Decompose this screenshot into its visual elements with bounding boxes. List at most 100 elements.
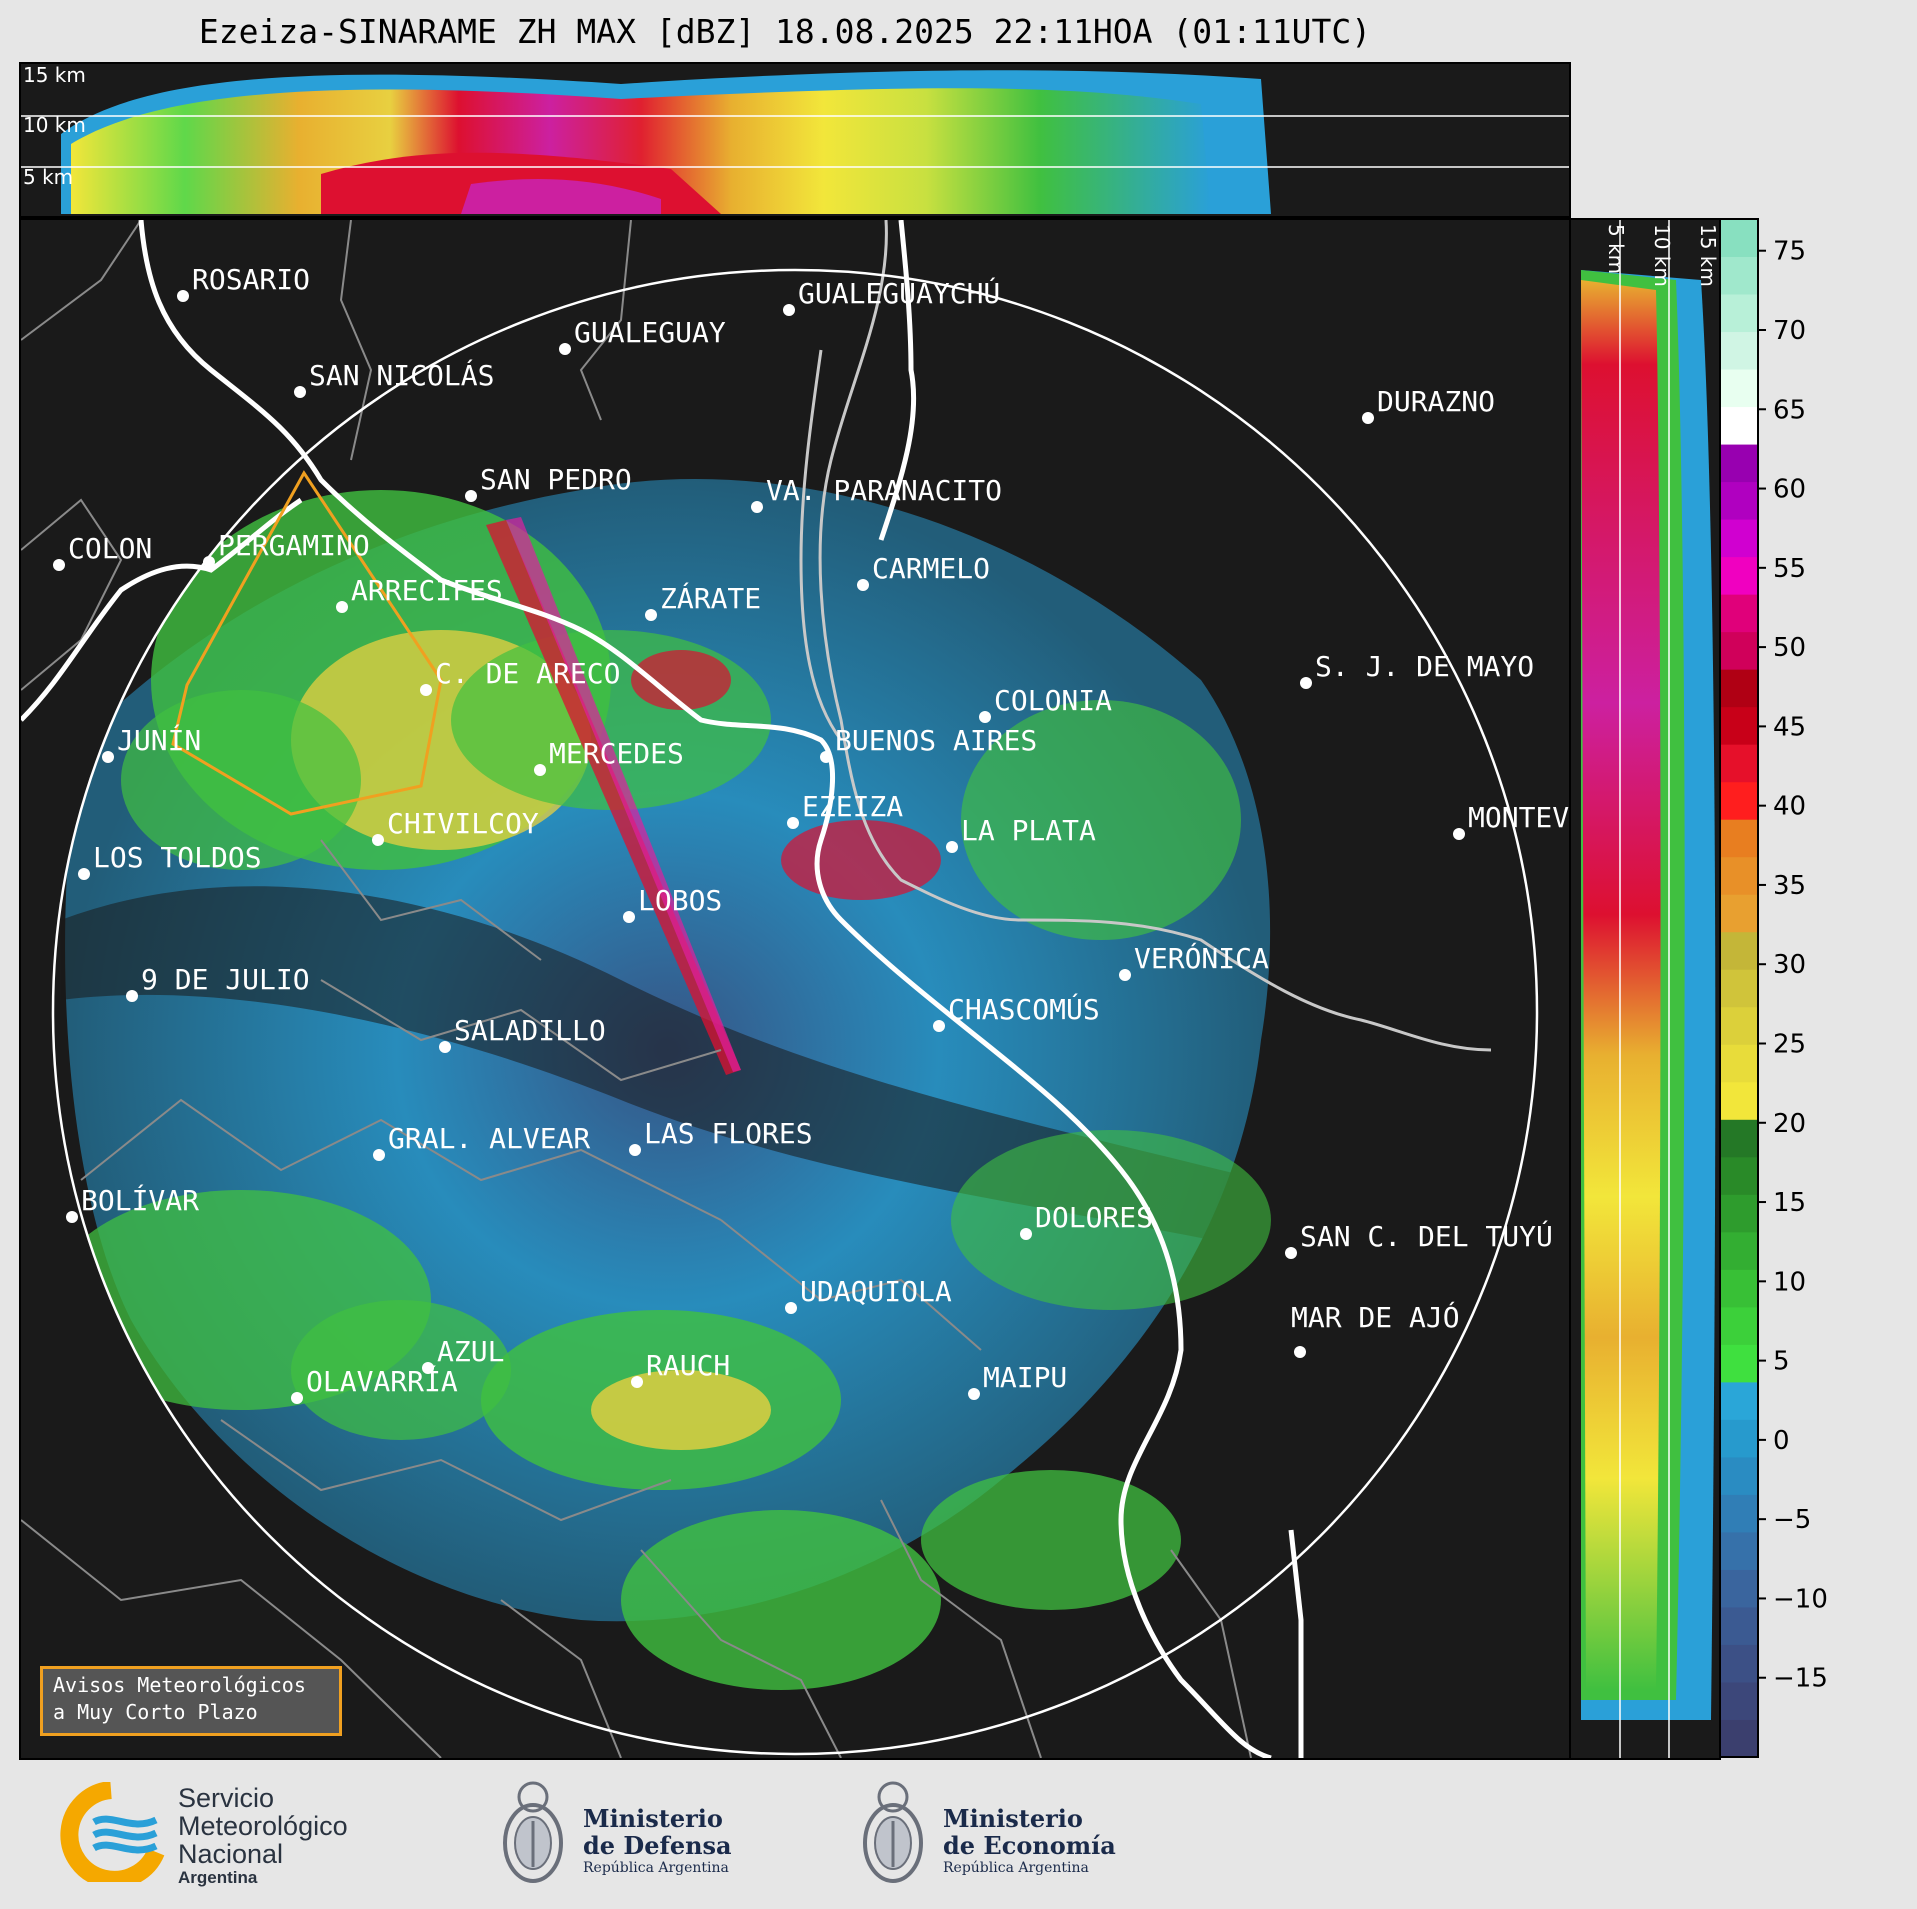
city-markers: ROSARIO GUALEGUAYCHÚ GUALEGUAY SAN NICOLÁS D…	[53, 263, 1569, 1404]
city-label: S. J. DE MAYO	[1315, 650, 1534, 683]
city-marker	[420, 684, 432, 696]
colorbar-tick-label: 0	[1773, 1426, 1790, 1456]
city-marker	[422, 1362, 434, 1374]
colorbar-segment	[1720, 294, 1758, 333]
city-jun-n[interactable]: JUNÍN	[102, 723, 201, 763]
city-va-paranacito[interactable]: VA. PARANACITO	[751, 474, 1002, 513]
city-marker	[629, 1144, 641, 1156]
city-label: CHIVILCOY	[387, 807, 539, 840]
defensa-line2: de Defensa	[583, 1831, 732, 1860]
economia-logo[interactable]: Ministerio de Economía República Argenti…	[855, 1775, 1135, 1895]
city-label: MONTEVIDEO	[1468, 801, 1569, 834]
city-marker	[968, 1388, 980, 1400]
city-marker	[372, 834, 384, 846]
city-olavarr-a[interactable]: OLAVARRÍA	[291, 1364, 458, 1404]
city-marker	[373, 1149, 385, 1161]
city-label: SAN C. DEL TUYÚ	[1300, 1219, 1553, 1253]
city-carmelo[interactable]: CARMELO	[857, 552, 990, 591]
height-label-15km: 15 km	[1696, 224, 1719, 287]
smn-logo-icon	[60, 1782, 165, 1882]
city-marker	[126, 990, 138, 1002]
city-san-nicol-s[interactable]: SAN NICOLÁS	[294, 358, 494, 398]
city-colon[interactable]: COLON	[53, 532, 152, 571]
city-bol-var[interactable]: BOLÍVAR	[66, 1183, 199, 1223]
colorbar-tick-label: 5	[1773, 1347, 1790, 1377]
city-s-j-de-mayo[interactable]: S. J. DE MAYO	[1300, 650, 1534, 689]
city-gualeguaych-[interactable]: GUALEGUAYCHÚ	[783, 276, 1000, 316]
smn-logo[interactable]: Servicio Meteorológico Nacional Argentin…	[56, 1782, 396, 1887]
radar-map[interactable]: ROSARIO GUALEGUAYCHÚ GUALEGUAY SAN NICOLÁS D…	[19, 218, 1571, 1760]
height-label-5km: 5 km	[1604, 224, 1628, 274]
city-pergamino[interactable]: PERGAMINO	[203, 529, 370, 568]
colorbar-segment	[1720, 1044, 1758, 1083]
city-marker	[53, 559, 65, 571]
city-los-toldos[interactable]: LOS TOLDOS	[78, 841, 262, 880]
city-lobos[interactable]: LOBOS	[623, 884, 722, 923]
city-mar-de-aj-[interactable]: MAR DE AJÓ	[1291, 1300, 1460, 1358]
top-cross-section: 15 km 10 km 5 km	[19, 62, 1571, 218]
colorbar-segment	[1720, 1194, 1758, 1233]
coat-of-arms-icon	[503, 1781, 563, 1883]
avisos-button[interactable]: Avisos Meteorológicos a Muy Corto Plazo	[40, 1666, 342, 1736]
colorbar-tick-label: 10	[1773, 1267, 1806, 1297]
city-la-plata[interactable]: LA PLATA	[946, 814, 1096, 853]
city-las-flores[interactable]: LAS FLORES	[629, 1117, 813, 1156]
city-arrecifes[interactable]: ARRECIFES	[336, 574, 503, 613]
city-saladillo[interactable]: SALADILLO	[439, 1014, 606, 1053]
colorbar-segment	[1720, 669, 1758, 708]
city-san-pedro[interactable]: SAN PEDRO	[465, 463, 632, 502]
alert-polygon[interactable]	[171, 470, 443, 816]
city-9-de-julio[interactable]: 9 DE JULIO	[126, 963, 310, 1002]
city-marker	[1453, 828, 1465, 840]
city-san-c-del-tuy-[interactable]: SAN C. DEL TUYÚ	[1285, 1219, 1553, 1259]
defensa-logo[interactable]: Ministerio de Defensa República Argentin…	[495, 1775, 755, 1895]
city-marker	[857, 579, 869, 591]
city-z-rate[interactable]: ZÁRATE	[645, 581, 761, 621]
city-label: DURAZNO	[1377, 385, 1495, 418]
city-colonia[interactable]: COLONIA	[979, 684, 1112, 723]
city-marker	[294, 386, 306, 398]
height-label-10km: 10 km	[1650, 224, 1674, 287]
colorbar-segment	[1720, 706, 1758, 745]
city-durazno[interactable]: DURAZNO	[1362, 385, 1495, 424]
city-maipu[interactable]: MAIPU	[968, 1361, 1067, 1400]
colorbar-tick-label: 35	[1773, 871, 1806, 901]
colorbar-frame	[1719, 218, 1759, 1758]
city-marker	[933, 1020, 945, 1032]
colorbar-tick-label: 15	[1773, 1188, 1806, 1218]
colorbar-tick-label: 50	[1773, 633, 1806, 663]
colorbar-segment	[1720, 1419, 1758, 1458]
colorbar-segment	[1720, 1231, 1758, 1270]
city-azul[interactable]: AZUL	[422, 1335, 504, 1374]
precipitation-echoes	[53, 478, 1271, 1690]
colorbar-segment	[1720, 219, 1758, 258]
city-gualeguay[interactable]: GUALEGUAY	[559, 316, 726, 355]
colorbar-segment	[1720, 556, 1758, 595]
city-montevideo[interactable]: MONTEVIDEO	[1453, 801, 1569, 840]
city-ezeiza[interactable]: EZEIZA	[787, 790, 903, 829]
economia-line3: República Argentina	[943, 1860, 1089, 1876]
city-marker	[465, 490, 477, 502]
city-label: MERCEDES	[549, 737, 684, 770]
colorbar-segment	[1720, 481, 1758, 520]
city-gral-alvear[interactable]: GRAL. ALVEAR	[373, 1122, 590, 1161]
city-buenos-aires[interactable]: BUENOS AIRES	[820, 724, 1037, 763]
avisos-line1: Avisos Meteorológicos	[53, 1673, 306, 1697]
economia-line1: Ministerio	[943, 1804, 1083, 1833]
colorbar-tick-label: 45	[1773, 712, 1806, 742]
city-rosario[interactable]: ROSARIO	[177, 263, 310, 302]
city-label: ARRECIFES	[351, 574, 503, 607]
city-c-de-areco[interactable]: C. DE ARECO	[420, 657, 620, 696]
city-chascom-s[interactable]: CHASCOMÚS	[933, 992, 1100, 1032]
city-dolores[interactable]: DOLORES	[1020, 1201, 1153, 1240]
colorbar-segment	[1720, 1569, 1758, 1608]
city-mercedes[interactable]: MERCEDES	[534, 737, 684, 776]
city-ver-nica[interactable]: VERÓNICA	[1119, 941, 1269, 981]
city-rauch[interactable]: RAUCH	[631, 1349, 730, 1388]
city-label: GUALEGUAY	[574, 316, 726, 349]
city-chivilcoy[interactable]: CHIVILCOY	[372, 807, 539, 846]
city-label: MAR DE AJÓ	[1291, 1300, 1460, 1334]
city-label: COLONIA	[994, 684, 1112, 717]
smn-line4: Argentina	[178, 1868, 258, 1887]
city-udaquiola[interactable]: UDAQUIOLA	[785, 1275, 952, 1314]
